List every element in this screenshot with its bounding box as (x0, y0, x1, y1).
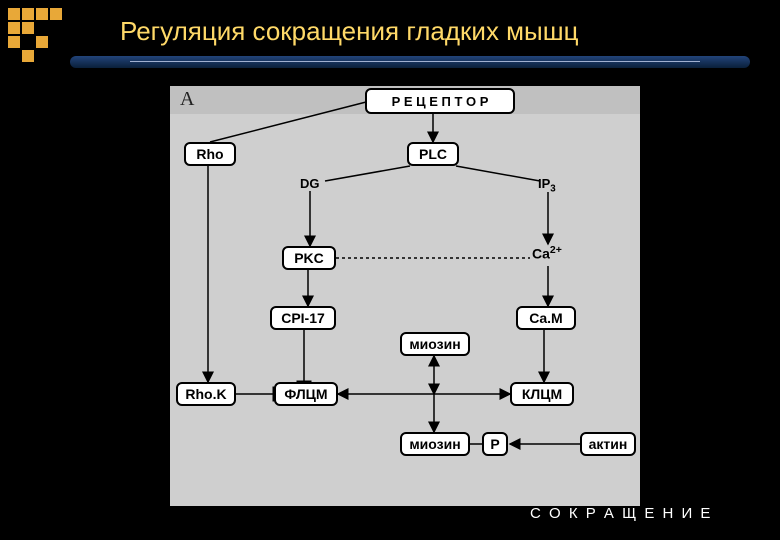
node-myosin1: миозин (400, 332, 470, 356)
node-klcm: КЛЦМ (510, 382, 574, 406)
node-ip3: IP3 (538, 176, 556, 195)
node-dg: DG (300, 176, 320, 191)
title-line (130, 61, 700, 62)
node-myosin2: миозин (400, 432, 470, 456)
node-p: P (482, 432, 508, 456)
node-ca: Ca2+ (532, 244, 562, 262)
node-cpi17: CPI-17 (270, 306, 336, 330)
outside-label-contraction: С О К Р А Щ Е Н И Е (530, 505, 712, 522)
node-receptor: Р Е Ц Е П Т О Р (365, 88, 515, 114)
title-underline (70, 56, 750, 68)
node-actin: актин (580, 432, 636, 456)
diagram-panel: А Р Е Ц Е П Т О Р Rho PLC DG IP3 PKC Ca2+ CPI-1… (170, 86, 640, 506)
node-pkc: PKC (282, 246, 336, 270)
node-rhok: Rho.K (176, 382, 236, 406)
node-rho: Rho (184, 142, 236, 166)
node-plc: PLC (407, 142, 459, 166)
slide-title: Регуляция сокращения гладких мышц (120, 16, 740, 47)
panel-header-label: А (180, 88, 194, 111)
node-flcm: ФЛЦМ (274, 382, 338, 406)
node-cam: Ca.M (516, 306, 576, 330)
